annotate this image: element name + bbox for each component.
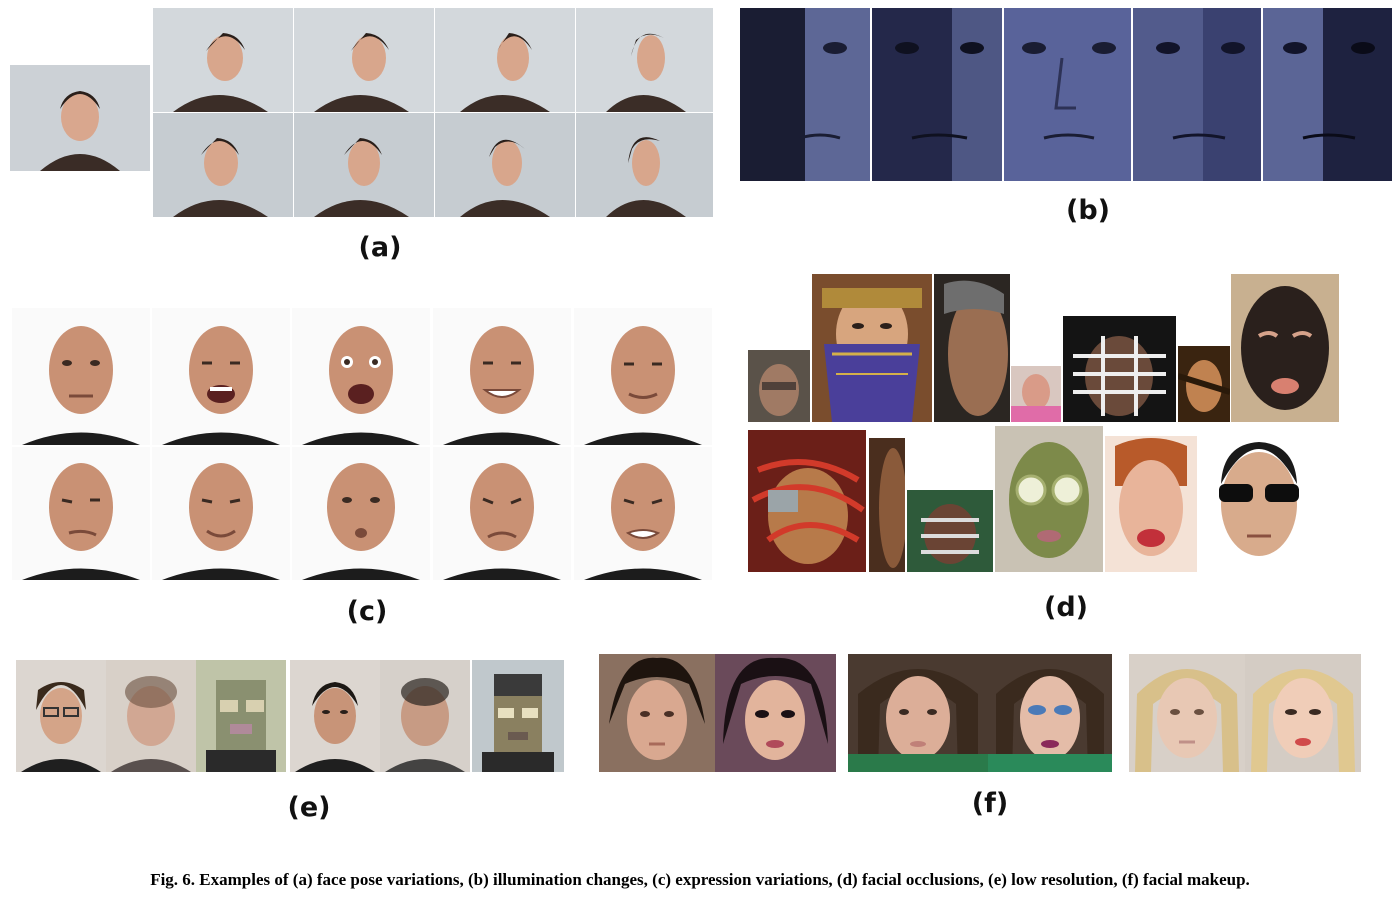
face-photo-low-resolution xyxy=(196,660,286,772)
occluded-face-photo xyxy=(812,274,932,422)
face-photo-pose xyxy=(294,113,434,217)
panel-label-c: (c) xyxy=(346,596,388,627)
occluded-face-photo xyxy=(1011,366,1061,422)
panel-label-d: (d) xyxy=(1043,592,1088,623)
occluded-face-photo xyxy=(1105,436,1197,572)
occluded-face-photo xyxy=(907,490,993,572)
occluded-face-photo xyxy=(869,438,905,572)
panel-label-e: (e) xyxy=(287,792,331,823)
occluded-face-photo xyxy=(1199,424,1319,572)
face-photo-pose xyxy=(435,113,575,217)
face-photo-frontal xyxy=(10,65,150,171)
occluded-face-photo xyxy=(1178,346,1230,422)
panel-label-a: (a) xyxy=(358,232,402,263)
face-photo-expression xyxy=(152,447,290,580)
face-photo-pose xyxy=(153,8,293,112)
occluded-face-photo xyxy=(1231,274,1339,422)
face-photo-expression xyxy=(433,308,571,445)
face-photo-low-resolution xyxy=(380,660,470,772)
face-photo-expression xyxy=(292,308,430,445)
face-photo-expression xyxy=(152,308,290,445)
face-photo-low-resolution xyxy=(472,660,564,772)
face-photo-illumination xyxy=(740,8,870,181)
face-photo-pose xyxy=(435,8,575,112)
face-photo-low-resolution xyxy=(16,660,106,772)
occluded-face-photo xyxy=(995,426,1103,572)
face-photo-illumination xyxy=(1263,8,1392,181)
face-photo-illumination xyxy=(1133,8,1261,181)
face-photo-low-resolution xyxy=(106,660,196,772)
face-photo-illumination xyxy=(1004,8,1131,181)
face-photo-no-makeup xyxy=(599,654,715,772)
face-photo-low-resolution xyxy=(290,660,380,772)
face-photo-expression xyxy=(574,308,712,445)
occluded-face-photo xyxy=(748,350,810,422)
face-photo-with-makeup xyxy=(715,654,836,772)
face-photo-pose xyxy=(576,113,713,217)
face-photo-illumination xyxy=(872,8,1002,181)
face-photo-expression xyxy=(292,447,430,580)
face-photo-no-makeup xyxy=(848,654,988,772)
face-photo-expression xyxy=(433,447,571,580)
occluded-face-photo xyxy=(934,274,1010,422)
panel-label-f: (f) xyxy=(971,788,1009,819)
panel-label-b: (b) xyxy=(1065,195,1110,226)
face-photo-expression xyxy=(12,447,150,580)
face-photo-expression xyxy=(12,308,150,445)
face-photo-expression xyxy=(574,447,712,580)
face-photo-with-makeup xyxy=(1245,654,1361,772)
face-photo-with-makeup xyxy=(988,654,1112,772)
face-photo-no-makeup xyxy=(1129,654,1245,772)
face-photo-pose xyxy=(576,8,713,112)
occluded-face-photo xyxy=(1063,316,1176,422)
figure-caption: Fig. 6. Examples of (a) face pose variat… xyxy=(150,870,1250,889)
occluded-face-photo xyxy=(748,430,866,572)
face-photo-pose xyxy=(153,113,293,217)
face-photo-pose xyxy=(294,8,434,112)
